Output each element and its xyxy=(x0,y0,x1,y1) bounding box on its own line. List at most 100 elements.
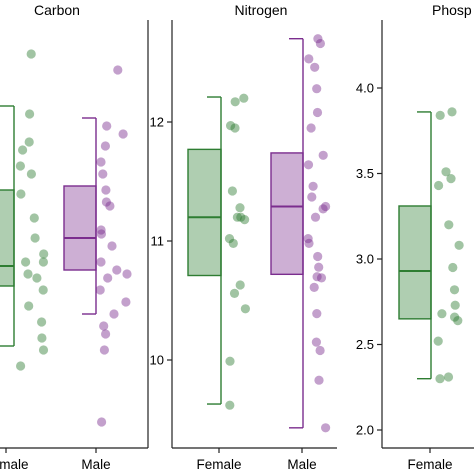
data-point xyxy=(308,181,318,191)
data-point xyxy=(312,84,322,94)
data-point xyxy=(315,38,325,49)
data-point xyxy=(98,169,108,179)
data-point xyxy=(444,220,454,230)
data-point xyxy=(307,192,317,202)
data-point xyxy=(235,280,245,290)
data-point xyxy=(232,212,242,222)
data-point xyxy=(113,65,123,75)
data-point xyxy=(229,288,240,298)
data-point xyxy=(26,169,36,179)
data-point xyxy=(100,141,110,151)
data-point xyxy=(321,423,331,433)
data-point xyxy=(21,257,31,267)
data-point xyxy=(316,273,327,283)
data-point xyxy=(443,372,454,382)
data-point xyxy=(39,249,49,259)
data-point xyxy=(236,212,246,222)
data-point xyxy=(105,201,115,211)
data-point xyxy=(99,345,109,355)
data-point xyxy=(16,361,26,371)
data-point xyxy=(226,121,236,131)
data-point xyxy=(26,49,36,59)
data-point xyxy=(303,234,313,244)
data-point xyxy=(118,129,128,139)
y-tick-label: 3.0 xyxy=(356,252,374,267)
data-point xyxy=(312,272,322,282)
data-point xyxy=(437,309,447,319)
panel-carbon: Carbon Female Male xyxy=(0,2,149,472)
data-point xyxy=(23,269,33,279)
data-point xyxy=(230,97,240,107)
data-point xyxy=(240,215,250,225)
x-label-phosphorus-female: Female xyxy=(407,457,452,472)
data-point xyxy=(310,62,320,72)
data-point xyxy=(25,109,35,119)
data-point xyxy=(312,309,322,319)
data-point xyxy=(312,107,323,118)
data-point xyxy=(96,257,106,267)
data-point xyxy=(441,167,451,177)
data-point xyxy=(230,123,240,133)
data-point xyxy=(321,201,331,212)
data-point xyxy=(38,345,49,355)
data-point xyxy=(225,356,235,366)
panel-phosphorus: Phosp Female 2.0 2.5 3.0 3.5 4.0 xyxy=(356,2,474,472)
panel-title-nitrogen: Nitrogen xyxy=(235,2,288,18)
data-point xyxy=(97,417,107,427)
data-point xyxy=(446,174,456,184)
data-point xyxy=(314,375,324,385)
panel-title-phosphorus: Phosp xyxy=(432,2,472,18)
data-point xyxy=(122,269,132,279)
data-point xyxy=(30,233,40,243)
data-point xyxy=(304,54,314,64)
data-point xyxy=(435,110,445,120)
data-point xyxy=(101,329,111,339)
data-point xyxy=(96,229,106,239)
data-point xyxy=(303,160,314,170)
x-label-nitrogen-female: Female xyxy=(196,457,241,472)
panel-title-carbon: Carbon xyxy=(34,2,80,18)
data-point xyxy=(239,93,249,103)
data-point xyxy=(434,180,444,191)
data-point xyxy=(311,337,321,347)
data-point xyxy=(96,157,106,167)
x-label-carbon-male: Male xyxy=(81,457,110,472)
data-point xyxy=(37,333,47,343)
data-point xyxy=(314,262,324,272)
data-point xyxy=(310,212,321,222)
x-label-nitrogen-male: Male xyxy=(287,457,316,472)
data-point xyxy=(309,282,319,292)
y-tick-label: 10 xyxy=(150,353,164,368)
data-point xyxy=(29,213,39,223)
data-point xyxy=(32,273,42,283)
data-point xyxy=(228,238,238,248)
data-point xyxy=(99,321,109,331)
data-point xyxy=(240,304,250,314)
data-point xyxy=(448,262,458,273)
box-female xyxy=(187,148,222,277)
data-point xyxy=(225,400,235,410)
data-point xyxy=(449,285,460,295)
data-point xyxy=(15,161,25,171)
data-point xyxy=(227,186,237,196)
data-point xyxy=(38,257,49,267)
data-point xyxy=(433,336,443,346)
data-point xyxy=(313,251,323,262)
data-point xyxy=(224,234,235,244)
y-tick-label: 12 xyxy=(150,115,164,130)
panel-nitrogen: Nitrogen Female Male 10 11 12 xyxy=(150,2,337,472)
box-male xyxy=(270,152,304,276)
data-point xyxy=(447,107,457,117)
data-point xyxy=(306,123,316,133)
data-point xyxy=(18,145,28,155)
y-tick-label: 11 xyxy=(151,234,165,249)
data-point xyxy=(37,317,47,327)
y-tick-label: 4.0 xyxy=(356,81,374,96)
data-point xyxy=(453,316,463,326)
data-point xyxy=(454,240,464,250)
data-point xyxy=(103,273,113,283)
data-point xyxy=(112,265,122,275)
y-tick-label: 2.5 xyxy=(356,337,374,352)
data-point xyxy=(318,204,328,214)
